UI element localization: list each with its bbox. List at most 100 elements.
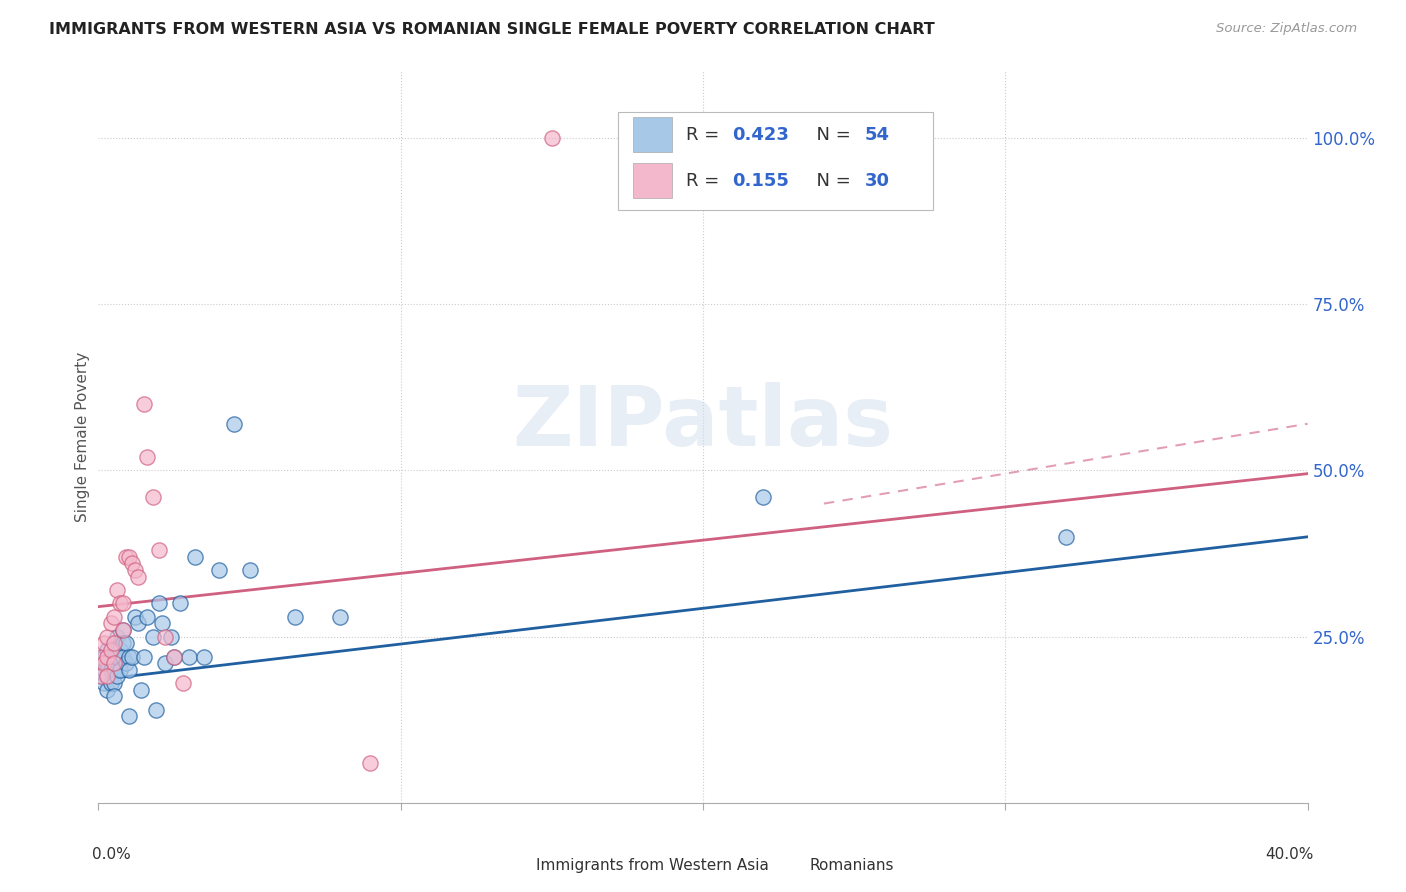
Point [111,596,134,610]
Point [111,623,134,637]
Point [179,649,201,664]
Point [127,570,149,584]
Point [121,557,143,571]
Point [145,703,167,717]
Point [132,397,155,411]
Point [103,690,125,704]
Point [132,649,155,664]
Point [118,649,141,664]
Point [114,656,136,670]
Point [100,649,122,664]
Point [114,549,136,564]
Point [108,596,131,610]
Point [105,582,128,597]
Point [96,630,118,644]
Point [129,682,152,697]
Text: N =: N = [804,172,856,190]
Point [142,490,165,504]
Point [239,563,262,577]
Point [118,709,141,723]
Point [208,563,231,577]
Point [127,616,149,631]
Text: Immigrants from Western Asia: Immigrants from Western Asia [536,858,769,873]
Point [118,663,141,677]
Point [103,656,125,670]
Text: 30: 30 [865,172,890,190]
Point [111,649,134,664]
Point [103,636,125,650]
Text: ZIPatlas: ZIPatlas [513,382,893,463]
Point [93,676,115,690]
Point [1054,530,1077,544]
Point [96,656,118,670]
Point [103,649,125,664]
Text: 0.0%: 0.0% [93,847,131,862]
Point [284,609,307,624]
FancyBboxPatch shape [619,112,932,211]
Point [103,636,125,650]
Point [96,669,118,683]
Point [103,676,125,690]
Text: R =: R = [686,126,725,144]
Text: 40.0%: 40.0% [1265,847,1313,862]
Text: Source: ZipAtlas.com: Source: ZipAtlas.com [1216,22,1357,36]
Point [752,490,775,504]
Point [105,630,128,644]
Point [96,669,118,683]
Point [108,643,131,657]
Y-axis label: Single Female Poverty: Single Female Poverty [75,352,90,522]
Bar [769,858,803,874]
Point [135,450,157,464]
Point [114,636,136,650]
Point [160,630,183,644]
Point [224,417,246,431]
Point [90,669,112,683]
Point [90,649,112,664]
Point [153,630,176,644]
Point [540,131,562,145]
Text: Romanians: Romanians [810,858,894,873]
Point [148,543,170,558]
Point [118,549,141,564]
Point [100,616,122,631]
Bar [498,858,531,874]
Point [108,663,131,677]
Point [93,663,115,677]
Point [93,636,115,650]
Point [172,676,194,690]
Point [153,656,176,670]
Text: IMMIGRANTS FROM WESTERN ASIA VS ROMANIAN SINGLE FEMALE POVERTY CORRELATION CHART: IMMIGRANTS FROM WESTERN ASIA VS ROMANIAN… [49,22,935,37]
Point [148,596,170,610]
Point [105,669,128,683]
Point [193,649,215,664]
Point [93,649,115,664]
Point [96,649,118,664]
Point [124,563,146,577]
Point [124,609,146,624]
Point [100,676,122,690]
Point [96,682,118,697]
Point [121,649,143,664]
Point [105,649,128,664]
Point [135,609,157,624]
Bar [633,117,672,152]
Bar [633,162,672,198]
Point [100,663,122,677]
Point [142,630,165,644]
Point [96,643,118,657]
Point [111,636,134,650]
Point [103,609,125,624]
Point [150,616,173,631]
Point [90,669,112,683]
Point [329,609,352,624]
Text: 0.155: 0.155 [733,172,789,190]
Point [163,649,186,664]
Point [360,756,382,770]
Point [100,643,122,657]
Point [163,649,186,664]
Point [103,663,125,677]
Point [169,596,191,610]
Text: 54: 54 [865,126,890,144]
Point [111,623,134,637]
Point [90,656,112,670]
